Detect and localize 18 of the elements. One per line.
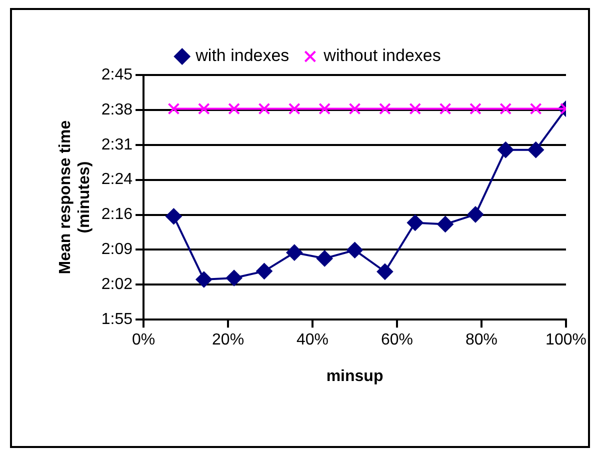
x-tick-label: 100% bbox=[546, 332, 586, 349]
x-tick-label: 20% bbox=[212, 332, 244, 349]
y-tick-label: 2:02 bbox=[101, 276, 133, 294]
x-axis-title: minsup bbox=[326, 368, 384, 385]
x-tick-label: 0% bbox=[132, 332, 156, 349]
legend-label: with indexes bbox=[194, 46, 290, 66]
y-tick-label: 1:55 bbox=[101, 311, 133, 328]
y-tick-label: 2:16 bbox=[101, 206, 133, 224]
y-tick-label: 2:45 bbox=[101, 66, 133, 84]
x-tick-label: 80% bbox=[465, 332, 498, 349]
x-tick-label: 40% bbox=[296, 332, 329, 349]
y-tick-label: 2:38 bbox=[101, 101, 133, 118]
x-tick-label: 60% bbox=[381, 332, 414, 349]
y-axis-title: Mean response time (minutes) bbox=[57, 120, 94, 274]
y-tick-label: 2:24 bbox=[101, 171, 133, 188]
legend-label: without indexes bbox=[322, 46, 441, 66]
y-tick-label: 2:31 bbox=[101, 136, 133, 154]
y-tick-label: 2:09 bbox=[101, 241, 133, 258]
